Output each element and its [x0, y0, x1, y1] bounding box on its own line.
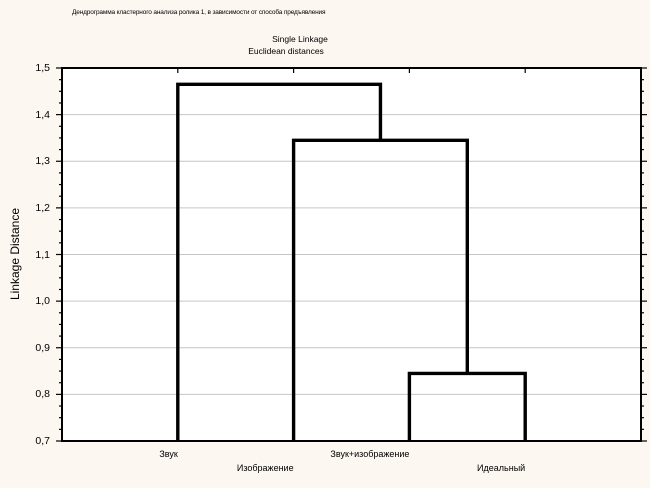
y-tick-label: 1,3: [35, 155, 50, 168]
y-tick-label: 1,0: [35, 295, 50, 308]
y-tick-label: 1,5: [35, 62, 50, 74]
x-leaf-label: Звук+изображение: [330, 449, 410, 459]
y-tick-label: 1,2: [35, 201, 50, 214]
x-leaf-label: Звук: [159, 449, 178, 459]
y-tick-label: 0,8: [35, 388, 50, 401]
chart-subtitle: Single Linkage Euclidean distances: [0, 33, 600, 57]
y-tick-label: 0,9: [35, 341, 50, 354]
chart-title: Дендрограмма кластерного анализа ролика …: [72, 9, 326, 16]
distance-metric-subtitle: Euclidean distances: [248, 46, 324, 56]
dendrogram-branch: [407, 371, 527, 441]
y-tick-label: 1,4: [35, 108, 50, 121]
dendrogram-branch: [291, 138, 469, 441]
linkage-method-subtitle: Single Linkage: [272, 34, 328, 44]
plot-frame-outline: [61, 67, 642, 442]
x-leaf-label: Идеальный: [477, 463, 526, 473]
x-leaf-label: Изображение: [236, 463, 294, 473]
dendrogram-branch: [176, 82, 383, 441]
y-tick-label: 1,1: [35, 248, 50, 261]
y-tick-label: 0,7: [35, 435, 50, 447]
